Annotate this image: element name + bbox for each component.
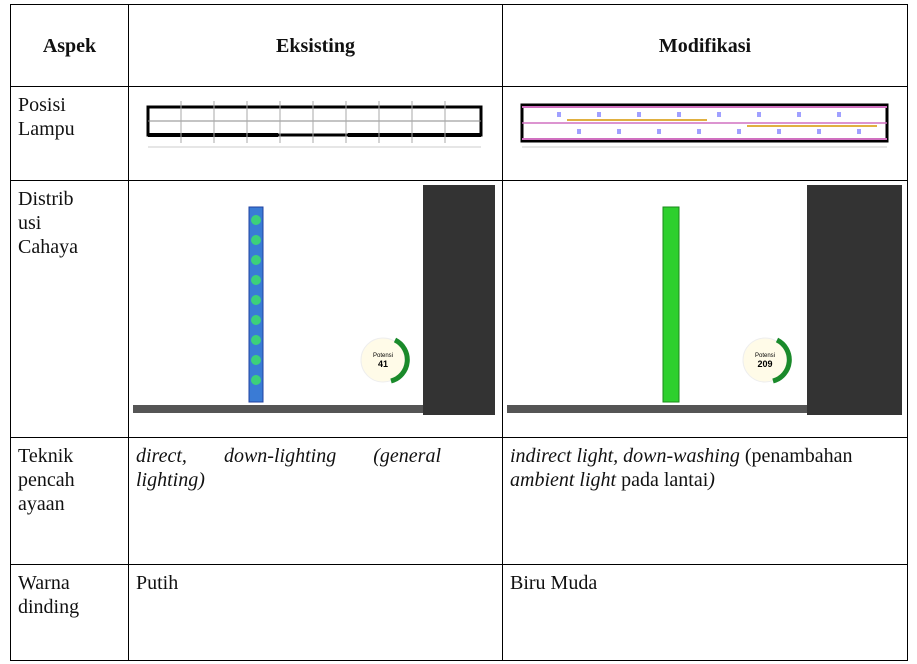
rich-text: direct, down-lighting (general lighting) (136, 444, 441, 492)
text-cell: Biru Muda (503, 565, 908, 661)
gauge-value: 209 (757, 359, 772, 369)
light-render: Potensi 41 (133, 185, 495, 415)
image-cell (129, 87, 503, 181)
floor-plan (133, 91, 495, 161)
header-cell: Eksisting (129, 5, 503, 87)
rich-text: Biru Muda (510, 571, 900, 595)
text-segment: Putih (136, 572, 178, 594)
text: dinding (18, 595, 121, 619)
text: Lampu (18, 117, 121, 141)
light-render: Potensi 209 (507, 185, 902, 415)
text: Warna (18, 571, 121, 595)
image-cell: Potensi 41 (129, 181, 503, 438)
header-cell: Modifikasi (503, 5, 908, 87)
text-segment: ambient light (510, 469, 616, 491)
header-cell: Aspek (11, 5, 129, 87)
text: pencah (18, 468, 121, 492)
text: Cahaya (18, 235, 121, 259)
text: Distrib (18, 187, 121, 211)
image-cell (503, 87, 908, 181)
text-segment: Biru Muda (510, 572, 597, 594)
text-segment: pada lantai (616, 469, 708, 491)
image-cell: Potensi 209 (503, 181, 908, 438)
text: ayaan (18, 492, 121, 516)
text-segment: direct, down-lighting (general lighting) (136, 445, 441, 491)
text-segment: ) (708, 469, 715, 491)
gauge-value: 41 (378, 359, 388, 369)
text-cell: Putih (129, 565, 503, 661)
text-segment: indirect light, down-washing (510, 445, 740, 467)
text-cell: indirect light, down-washing (penambahan… (503, 438, 908, 565)
text: Posisi (18, 93, 121, 117)
rich-text: Putih (136, 571, 495, 595)
rich-text: indirect light, down-washing (penambahan… (510, 444, 900, 492)
text-cell: direct, down-lighting (general lighting) (129, 438, 503, 565)
text: usi (18, 211, 121, 235)
text: Teknik (18, 444, 121, 468)
floor-plan (507, 91, 902, 161)
text-segment: (penambahan (740, 445, 853, 467)
